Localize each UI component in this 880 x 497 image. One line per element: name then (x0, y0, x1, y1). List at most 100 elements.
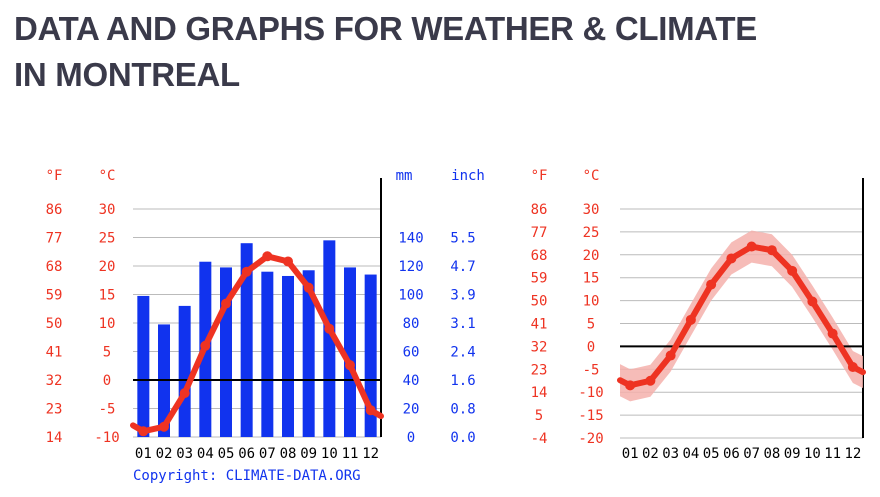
celsius-tick-label: 25 (99, 231, 116, 247)
mm-tick-label: 80 (403, 316, 420, 332)
precipitation-bar (261, 271, 274, 437)
inch-tick-label: 3.9 (450, 288, 475, 304)
temperature-point (221, 298, 231, 309)
inch-tick-label: 5.5 (450, 231, 475, 247)
fahrenheit-tick-label: 77 (46, 231, 63, 247)
month-tick-label: 10 (804, 446, 821, 462)
celsius-tick-label: 30 (583, 202, 600, 218)
page-title-line1: DATA AND GRAPHS FOR WEATHER & CLIMATE (14, 10, 757, 47)
precipitation-bar (302, 270, 315, 437)
precipitation-bar (282, 275, 294, 437)
page-title: DATA AND GRAPHS FOR WEATHER & CLIMATE IN… (14, 6, 874, 98)
month-tick-label: 09 (300, 446, 317, 462)
temperature-range-band (620, 230, 863, 402)
month-tick-label: 09 (784, 446, 801, 462)
fahrenheit-tick-label: 32 (46, 373, 63, 389)
page-title-line2: IN MONTREAL (14, 56, 240, 93)
celsius-tick-label: -20 (578, 431, 603, 447)
month-tick-label: 03 (176, 446, 193, 462)
month-tick-label: 08 (280, 446, 297, 462)
fahrenheit-tick-label: -4 (531, 431, 548, 447)
inch-tick-label: 1.6 (450, 373, 475, 389)
temperature-point (200, 340, 211, 351)
celsius-tick-label: 25 (583, 225, 600, 241)
month-tick-label: 04 (682, 446, 699, 462)
fahrenheit-tick-label: 59 (46, 288, 63, 304)
precipitation-bar (178, 305, 191, 437)
month-tick-label: 01 (135, 446, 152, 462)
temperature-point (625, 380, 636, 391)
month-tick-label: 03 (662, 446, 679, 462)
precipitation-bar (240, 243, 253, 437)
celsius-tick-label: -10 (578, 385, 603, 401)
celsius-tick-label: -5 (99, 402, 116, 418)
fahrenheit-unit-label: °F (46, 168, 63, 184)
month-tick-label: 07 (743, 446, 760, 462)
copyright-text: Copyright: CLIMATE-DATA.ORG (133, 468, 361, 484)
temperature-point (159, 421, 169, 432)
month-tick-label: 04 (197, 446, 214, 462)
month-tick-label: 01 (622, 446, 639, 462)
inch-tick-label: 4.7 (450, 259, 475, 275)
mm-tick-label: 100 (398, 288, 423, 304)
inch-tick-label: 0.8 (450, 402, 475, 418)
temperature-point (706, 279, 717, 290)
fahrenheit-tick-label: 86 (531, 202, 548, 218)
temperature-point (807, 296, 818, 307)
mm-unit-label: mm (396, 168, 413, 184)
month-tick-label: 08 (763, 446, 780, 462)
temperature-line (617, 243, 866, 389)
fahrenheit-tick-label: 68 (46, 259, 63, 275)
temperature-point (241, 266, 252, 277)
temperature-point (726, 253, 737, 264)
temperature-point (847, 362, 858, 373)
fahrenheit-tick-label: 68 (531, 248, 548, 264)
month-tick-label: 05 (218, 446, 235, 462)
celsius-tick-label: 5 (587, 317, 595, 333)
temperature-point (262, 251, 273, 262)
temperature-point (345, 360, 355, 371)
mm-tick-label: 20 (403, 402, 420, 418)
fahrenheit-tick-label: 86 (46, 202, 63, 218)
celsius-tick-label: 15 (583, 271, 600, 287)
celsius-tick-label: -15 (578, 408, 603, 424)
month-tick-label: 12 (362, 446, 379, 462)
month-tick-label: 12 (844, 446, 861, 462)
mm-tick-label: 140 (398, 231, 423, 247)
temperature-point (365, 405, 376, 416)
celsius-tick-label: 20 (583, 248, 600, 264)
precipitation-bar (364, 274, 377, 437)
celsius-tick-label: 0 (587, 339, 595, 355)
fahrenheit-tick-label: 14 (531, 385, 548, 401)
inch-tick-label: 3.1 (450, 316, 475, 332)
month-tick-label: 02 (156, 446, 173, 462)
celsius-tick-label: 10 (583, 294, 600, 310)
temperature-point (787, 265, 798, 276)
fahrenheit-tick-label: 59 (531, 271, 548, 287)
celsius-tick-label: -5 (583, 362, 600, 378)
fahrenheit-tick-label: 23 (46, 402, 63, 418)
temperature-point (303, 282, 314, 293)
celsius-tick-label: 10 (99, 316, 116, 332)
fahrenheit-tick-label: 23 (531, 362, 548, 378)
celsius-tick-label: 30 (99, 202, 116, 218)
inch-tick-label: 0.0 (450, 430, 475, 446)
temperature-point (283, 256, 293, 267)
temperature-point (685, 314, 696, 325)
temperature-point (665, 350, 676, 361)
celsius-unit-label: °C (99, 168, 116, 184)
celsius-tick-label: 0 (103, 373, 111, 389)
celsius-tick-label: 20 (99, 259, 116, 275)
month-tick-label: 07 (259, 446, 276, 462)
celsius-tick-label: -10 (94, 430, 119, 446)
mm-tick-label: 40 (403, 373, 420, 389)
celsius-tick-label: 15 (99, 288, 116, 304)
temperature-point (746, 241, 757, 252)
precipitation-bar (344, 267, 356, 437)
fahrenheit-tick-label: 5 (535, 408, 543, 424)
mm-tick-label: 0 (407, 430, 415, 446)
mm-tick-label: 120 (398, 259, 423, 275)
celsius-unit-label: °C (583, 168, 600, 184)
month-tick-label: 06 (238, 446, 255, 462)
